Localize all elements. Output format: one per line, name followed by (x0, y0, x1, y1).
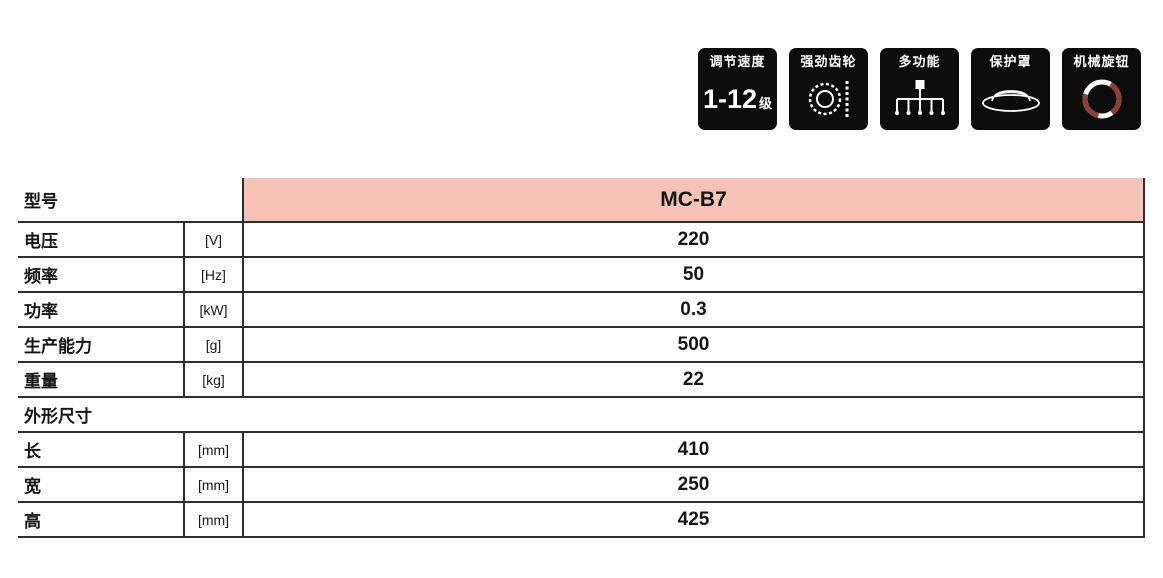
row-value: 0.3 (242, 293, 1143, 326)
badge-mechanical-knob: 机械旋钮 (1062, 48, 1141, 130)
row-label: 生产能力 (24, 337, 92, 356)
row-value: 250 (242, 468, 1143, 501)
gear-icon (789, 68, 868, 130)
badge-protective-cover-label: 保护罩 (989, 54, 1032, 69)
row-label: 重量 (24, 372, 58, 391)
row-label: 电压 (24, 232, 58, 251)
badge-speed-label: 调节速度 (709, 54, 766, 69)
multi-function-icon (880, 68, 959, 130)
speed-suffix-text: 级 (759, 95, 773, 111)
row-value: 500 (242, 328, 1143, 361)
table-row-height: 高 [mm] 425 (18, 503, 1143, 538)
badge-speed-levels: 调节速度 1-12 级 (698, 48, 777, 130)
row-label: 频率 (24, 267, 58, 286)
row-label: 高 (24, 512, 41, 531)
row-value: 410 (242, 433, 1143, 466)
spec-table: 型号 MC-B7 电压 [V] 220 频率 [Hz] 50 功率 [kW] 0… (18, 178, 1145, 538)
table-row-frequency: 频率 [Hz] 50 (18, 258, 1143, 293)
badge-gear: 强劲齿轮 (789, 48, 868, 130)
row-unit: [g] (183, 328, 242, 361)
row-value: 220 (242, 223, 1143, 256)
row-unit: [Hz] (183, 258, 242, 291)
table-row-model: 型号 MC-B7 (18, 178, 1143, 223)
badge-gear-label: 强劲齿轮 (800, 54, 857, 69)
row-label: 长 (24, 442, 41, 461)
section-label: 外形尺寸 (24, 407, 92, 426)
speed-levels-icon: 1-12 级 (698, 68, 777, 130)
row-label: 宽 (24, 477, 41, 496)
speed-range-text: 1-12 (702, 83, 758, 114)
table-row-voltage: 电压 [V] 220 (18, 223, 1143, 258)
model-label: 型号 (24, 192, 58, 211)
badge-protective-cover: 保护罩 (971, 48, 1050, 130)
row-unit: [kg] (183, 363, 242, 396)
row-unit: [kW] (183, 293, 242, 326)
mechanical-knob-icon (1062, 68, 1141, 130)
table-row-length: 长 [mm] 410 (18, 433, 1143, 468)
protective-cover-icon (971, 68, 1050, 130)
table-row-capacity: 生产能力 [g] 500 (18, 328, 1143, 363)
model-value: MC-B7 (242, 178, 1143, 221)
badge-multi-function: 多功能 (880, 48, 959, 130)
badge-multi-function-label: 多功能 (898, 54, 941, 69)
row-value: 425 (242, 503, 1143, 536)
row-value: 22 (242, 363, 1143, 396)
table-row-dimensions-section: 外形尺寸 (18, 398, 1143, 433)
row-unit: [mm] (183, 468, 242, 501)
row-label: 功率 (24, 302, 58, 321)
row-unit: [mm] (183, 433, 242, 466)
table-row-width: 宽 [mm] 250 (18, 468, 1143, 503)
row-unit: [V] (183, 223, 242, 256)
feature-badge-strip: 调节速度 1-12 级 强劲齿轮 多功能 (698, 48, 1141, 130)
row-value: 50 (242, 258, 1143, 291)
badge-mechanical-knob-label: 机械旋钮 (1073, 54, 1130, 69)
table-row-power: 功率 [kW] 0.3 (18, 293, 1143, 328)
row-unit: [mm] (183, 503, 242, 536)
table-row-weight: 重量 [kg] 22 (18, 363, 1143, 398)
